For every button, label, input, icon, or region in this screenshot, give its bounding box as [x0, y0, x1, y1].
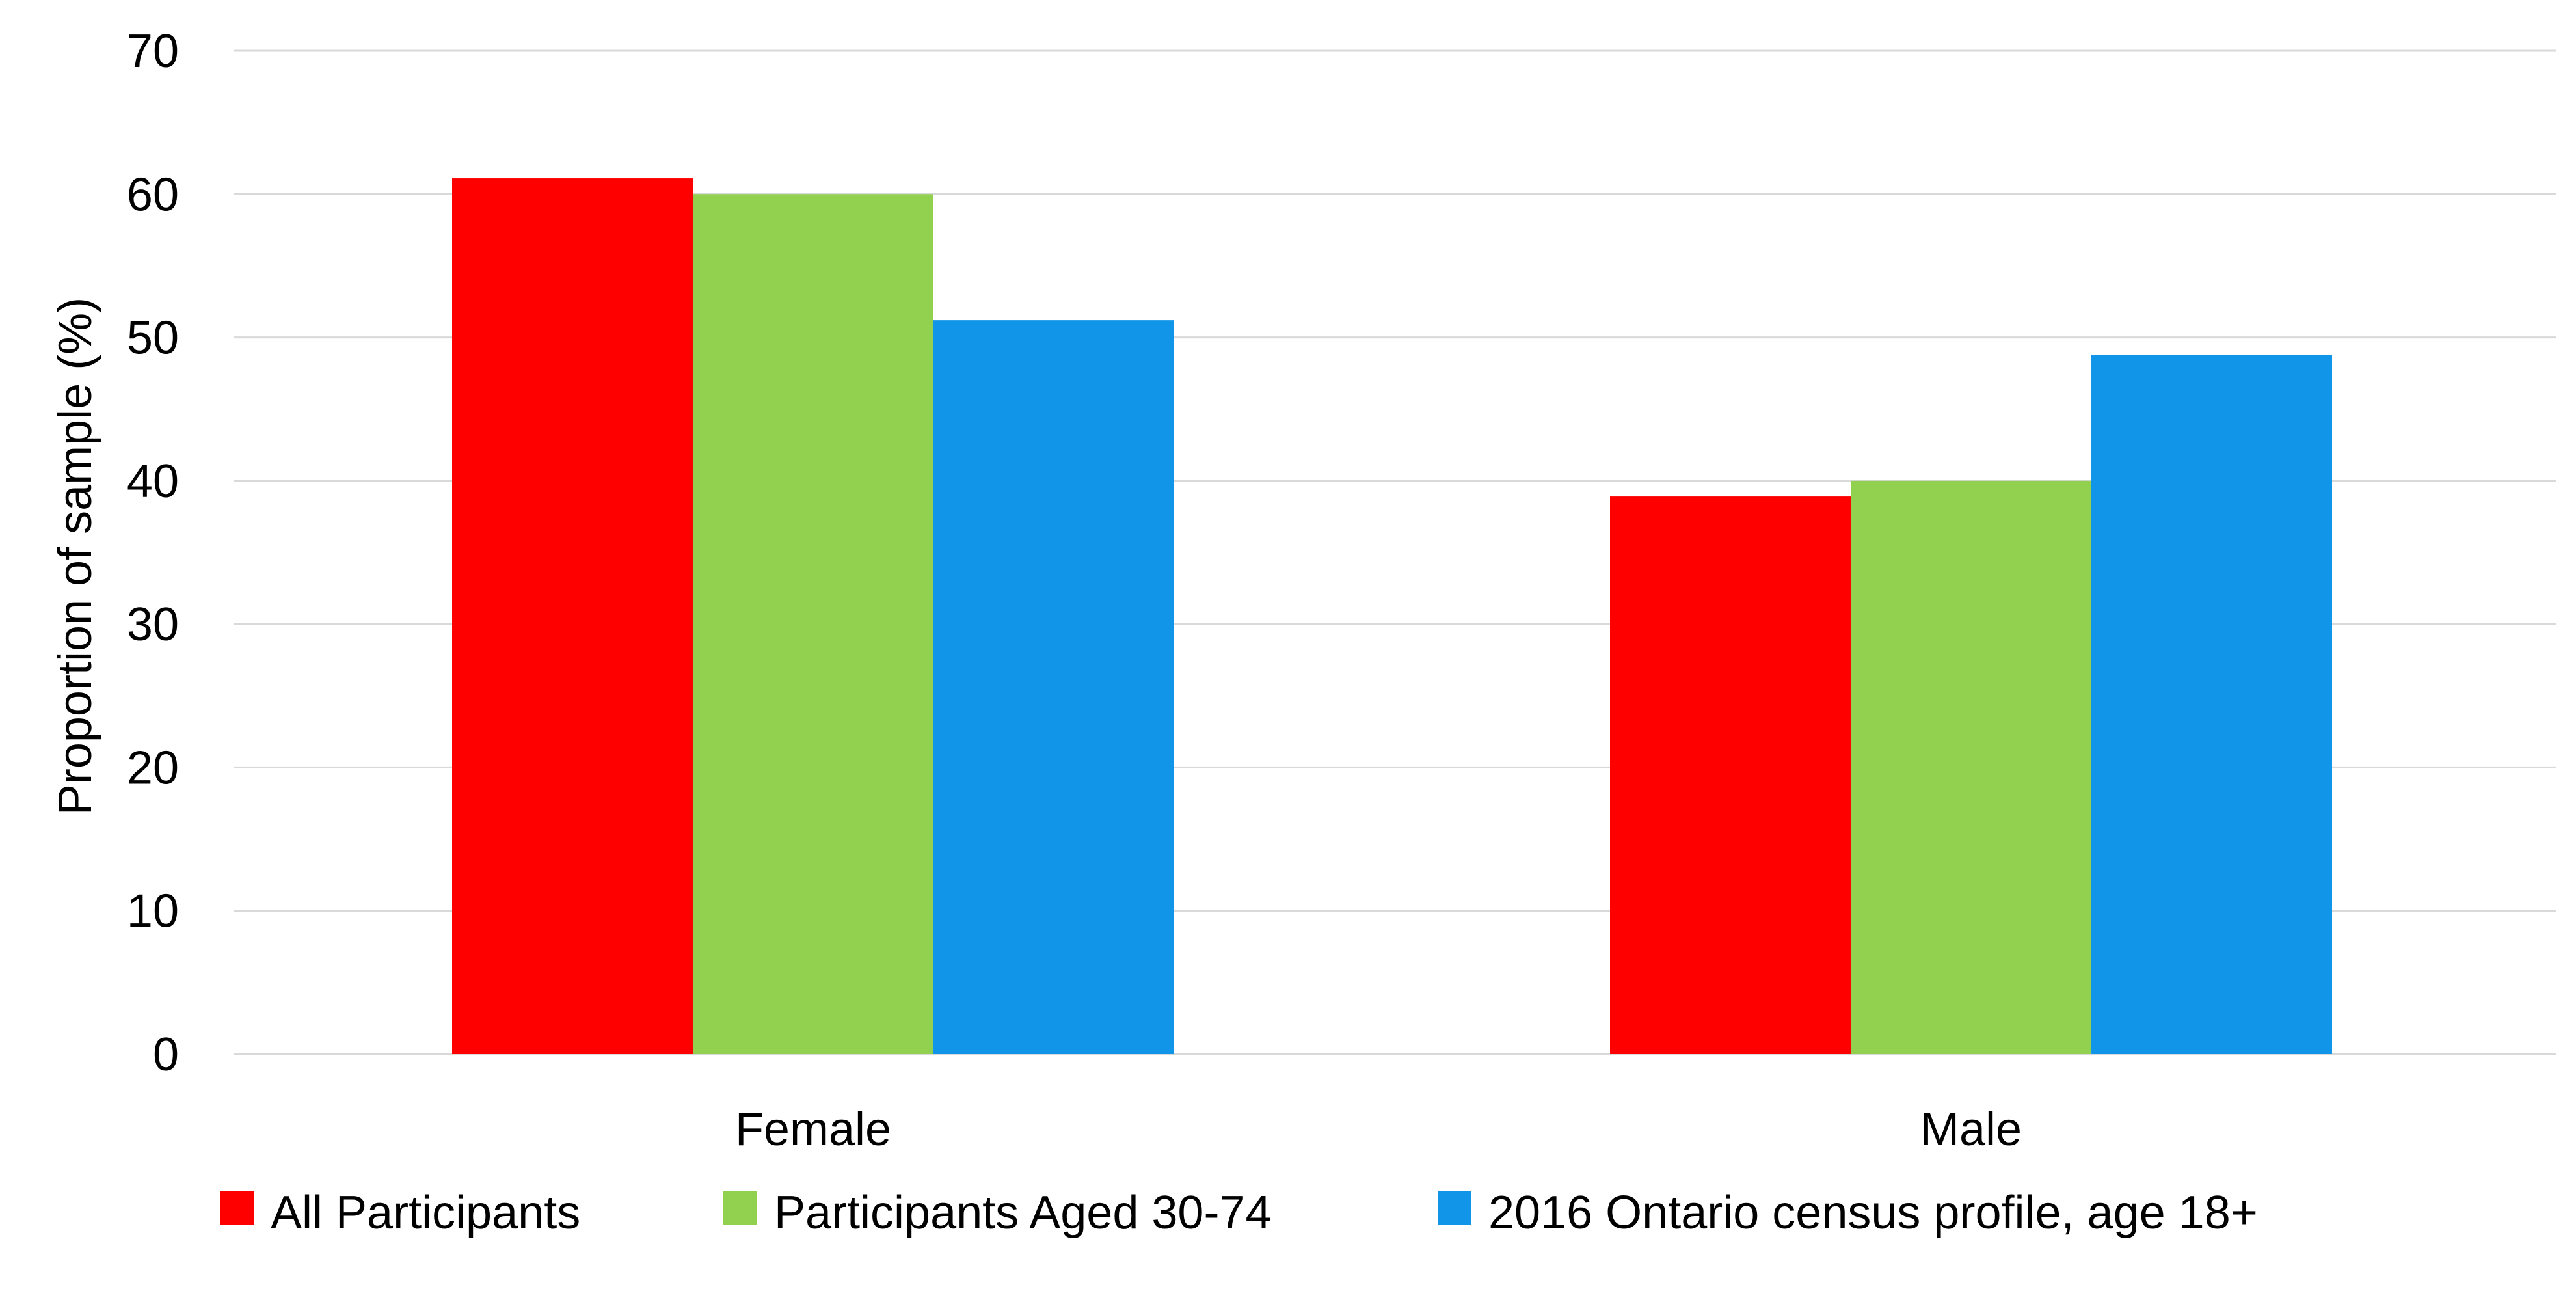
y-axis-label: Proportion of sample (%) [49, 297, 101, 815]
legend-swatch [220, 1191, 254, 1225]
legend-label: 2016 Ontario census profile, age 18+ [1488, 1187, 2258, 1239]
legend-label: All Participants [271, 1187, 580, 1239]
y-tick-label: 60 [127, 169, 179, 221]
bar-female-series-1 [693, 194, 933, 1055]
bar-male-series-1 [1851, 480, 2091, 1054]
x-axis-categories: Female Male [735, 1104, 2022, 1156]
x-category-label: Female [735, 1104, 891, 1156]
y-tick-label: 40 [127, 455, 179, 508]
y-tick-label: 30 [127, 599, 179, 651]
legend-swatch [723, 1191, 757, 1225]
y-tick-label: 70 [127, 25, 179, 77]
y-tick-label: 50 [127, 312, 179, 364]
y-tick-label: 0 [153, 1029, 179, 1081]
legend: All Participants Participants Aged 30-74 2… [220, 1187, 2258, 1239]
bar-female-series-0 [452, 178, 693, 1054]
bar-female-series-2 [933, 320, 1174, 1054]
legend-label: Participants Aged 30-74 [774, 1187, 1272, 1239]
bar-male-series-2 [2091, 355, 2332, 1054]
bars [452, 178, 2332, 1055]
x-category-label: Male [1920, 1104, 2022, 1156]
legend-swatch [1438, 1191, 1471, 1225]
bar-male-series-0 [1610, 496, 1851, 1054]
y-axis-ticks: 0 10 20 30 40 50 60 70 [127, 25, 179, 1081]
y-tick-label: 10 [127, 886, 179, 938]
y-tick-label: 20 [127, 742, 179, 794]
